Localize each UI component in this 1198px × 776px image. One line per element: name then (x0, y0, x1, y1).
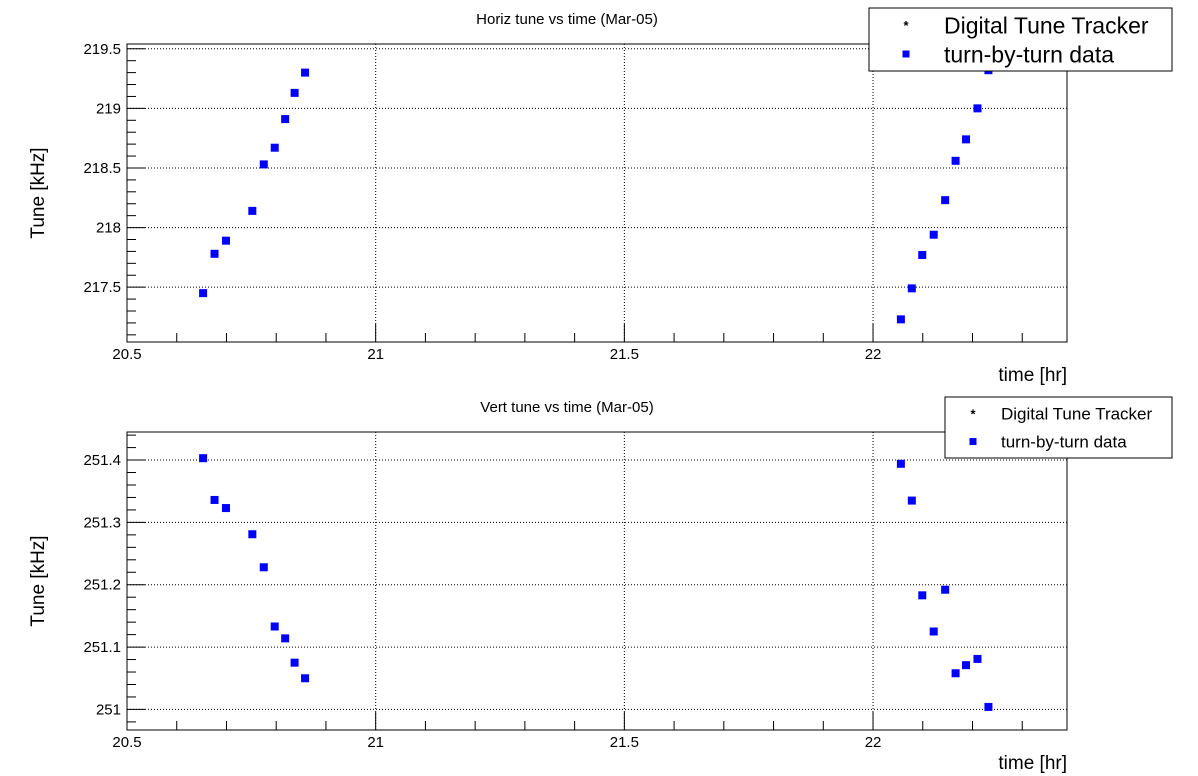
data-point (270, 622, 279, 631)
x-tick-label: 21 (367, 734, 384, 751)
y-tick-label: 219 (96, 100, 121, 117)
chart-title: Horiz tune vs time (Mar-05) (476, 11, 658, 28)
plot-frame (126, 43, 1068, 343)
y-tick-label: 251.4 (83, 452, 121, 469)
y-tick-label: 218.5 (83, 160, 121, 177)
data-point (896, 459, 905, 468)
data-point (918, 591, 927, 600)
legend-label: turn-by-turn data (1001, 433, 1127, 452)
y-tick-label: 219.5 (83, 41, 121, 58)
grid-lines (127, 44, 1067, 342)
data-point (962, 661, 971, 670)
data-point (221, 236, 230, 245)
vert-tune-panel: Vert tune vs time (Mar-05) 20.5 21 21.5 22 25… (28, 396, 1173, 774)
x-tick-label: 21 (367, 346, 384, 363)
data-point (941, 196, 950, 205)
y-tick-label: 251.1 (83, 639, 121, 656)
data-point (941, 585, 950, 594)
y-tick-label: 251.2 (83, 577, 121, 594)
data-point (290, 88, 299, 97)
data-point (281, 115, 290, 124)
y-axis-label: Tune [kHz] (28, 535, 49, 626)
legend-marker-square (969, 438, 977, 446)
data-point (962, 135, 971, 144)
y-tick-label: 218 (96, 220, 121, 237)
data-point (199, 289, 208, 298)
grid-lines (127, 432, 1067, 730)
data-point (918, 250, 927, 259)
data-point (270, 143, 279, 152)
chart-title: Vert tune vs time (Mar-05) (480, 399, 653, 416)
data-point (281, 634, 290, 643)
x-tick-label: 22 (865, 734, 882, 751)
data-point (301, 68, 310, 77)
data-point (210, 249, 219, 258)
x-tick-label: 22 (865, 346, 882, 363)
legend-marker-star: * (970, 406, 976, 421)
legend: * Digital Tune Tracker turn-by-turn data (944, 396, 1173, 459)
data-point (951, 669, 960, 678)
data-point (973, 104, 982, 113)
legend-box (944, 396, 1173, 459)
horiz-tune-panel: Horiz tune vs time (Mar-05) 20.5 21 21.5 22 2… (28, 7, 1173, 386)
legend: * Digital Tune Tracker turn-by-turn data (868, 7, 1173, 72)
legend-label: turn-by-turn data (944, 41, 1114, 67)
series-turn-by-turn-data (199, 454, 993, 711)
x-tick-label: 21.5 (610, 346, 639, 363)
data-point (248, 206, 257, 215)
data-point (221, 504, 230, 513)
legend-label: Digital Tune Tracker (944, 12, 1149, 38)
legend-marker-square (902, 50, 910, 58)
x-tick-label: 21.5 (610, 734, 639, 751)
data-point (929, 627, 938, 636)
legend-label: Digital Tune Tracker (1001, 405, 1153, 424)
data-point (907, 496, 916, 505)
x-tick-label: 20.5 (112, 734, 141, 751)
data-point (290, 658, 299, 667)
y-tick-label: 217.5 (83, 279, 121, 296)
y-tick-label: 251.3 (83, 514, 121, 531)
legend-marker-star: * (903, 18, 909, 33)
y-tick-label: 251 (96, 701, 121, 718)
data-point (199, 454, 208, 463)
data-point (259, 563, 268, 572)
x-tick-label: 20.5 (112, 346, 141, 363)
data-point (248, 530, 257, 539)
plot-frame (126, 431, 1068, 731)
x-axis-label: time [hr] (998, 365, 1067, 386)
data-point (210, 495, 219, 504)
data-point (896, 315, 905, 324)
data-point (973, 654, 982, 663)
data-point (929, 230, 938, 239)
x-axis-label: time [hr] (998, 753, 1067, 774)
data-point (984, 702, 993, 711)
series-turn-by-turn-data (199, 66, 993, 324)
data-point (951, 156, 960, 165)
y-axis-label: Tune [kHz] (28, 147, 49, 238)
data-point (259, 160, 268, 169)
data-point (907, 284, 916, 293)
data-point (301, 674, 310, 683)
legend-box (868, 7, 1173, 72)
